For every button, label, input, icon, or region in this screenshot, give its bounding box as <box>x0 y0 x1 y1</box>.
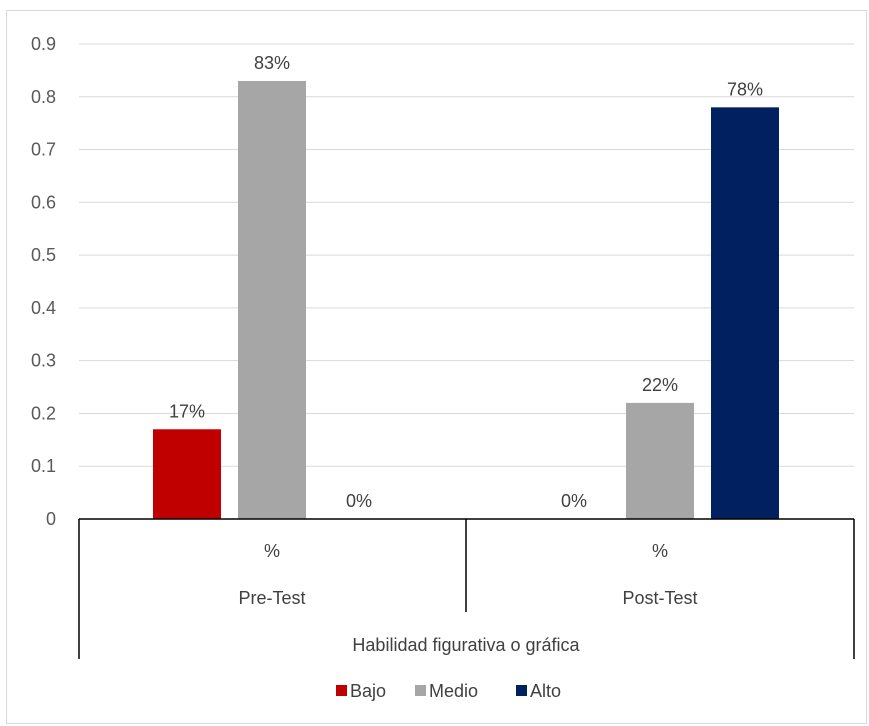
y-tick-label: 0.3 <box>31 351 56 371</box>
data-label: 83% <box>254 53 290 73</box>
category-sub-label: % <box>264 541 280 561</box>
bar-medio-post-test <box>626 402 694 519</box>
bar-bajo-pre-test <box>153 429 221 519</box>
group-axis-title: Habilidad figurativa o gráfica <box>352 635 580 655</box>
y-tick-label: 0.6 <box>31 192 56 212</box>
legend-label-alto: Alto <box>530 681 561 701</box>
legend-label-medio: Medio <box>429 681 478 701</box>
y-tick-label: 0.7 <box>31 140 56 160</box>
y-tick-label: 0.2 <box>31 403 56 423</box>
data-label: 22% <box>642 375 678 395</box>
y-tick-label: 0.1 <box>31 456 56 476</box>
y-tick-label: 0.8 <box>31 87 56 107</box>
data-label: 17% <box>169 401 205 421</box>
y-tick-label: 0.4 <box>31 298 56 318</box>
legend-swatch-alto <box>516 685 527 696</box>
y-tick-label: 0.5 <box>31 245 56 265</box>
y-tick-label: 0.9 <box>31 34 56 54</box>
category-label: Pre-Test <box>238 588 305 608</box>
legend-label-bajo: Bajo <box>350 681 386 701</box>
data-label: 0% <box>561 491 587 511</box>
data-label: 78% <box>727 79 763 99</box>
category-sub-label: % <box>652 541 668 561</box>
y-tick-label: 0 <box>46 509 56 529</box>
category-label: Post-Test <box>622 588 697 608</box>
legend-swatch-bajo <box>336 685 347 696</box>
bar-alto-post-test <box>711 107 779 519</box>
bar-medio-pre-test <box>238 80 306 519</box>
legend-swatch-medio <box>415 685 426 696</box>
data-label: 0% <box>346 491 372 511</box>
